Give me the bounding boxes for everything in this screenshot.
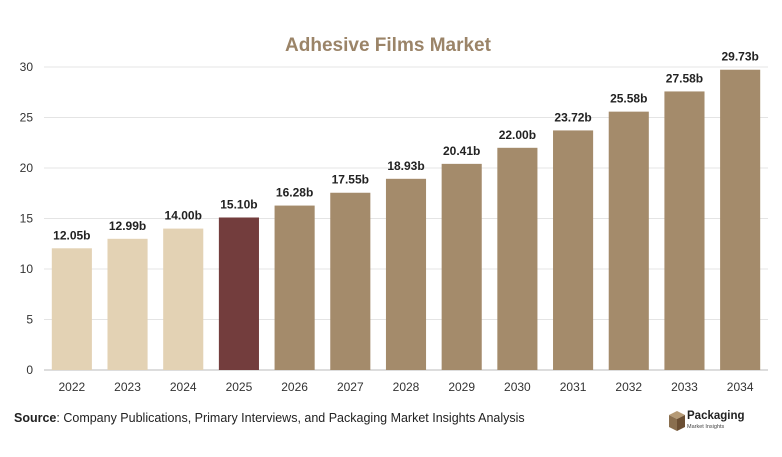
- x-tick-label: 2023: [114, 380, 141, 394]
- y-tick-label: 0: [26, 363, 33, 377]
- y-tick-label: 15: [20, 212, 34, 226]
- data-label: 18.93b: [387, 159, 424, 173]
- x-tick-label: 2028: [393, 380, 420, 394]
- chart-title: Adhesive Films Market: [285, 35, 492, 56]
- data-label: 12.05b: [53, 228, 90, 242]
- x-tick-label: 2026: [281, 380, 308, 394]
- bar-2028: [385, 178, 427, 370]
- x-tick-label: 2032: [615, 380, 642, 394]
- bar-2034: [720, 69, 761, 371]
- bar-2032: [608, 111, 649, 370]
- data-label: 17.55b: [332, 173, 369, 187]
- data-labels: 12.05b 12.99b 14.00b 15.10b 16.28b 17.55b 18.9…: [53, 50, 759, 243]
- y-tick-label: 25: [20, 111, 34, 125]
- data-label: 29.73b: [721, 50, 758, 64]
- data-label: 23.72b: [554, 110, 591, 124]
- logo-name: Packaging: [687, 410, 745, 422]
- y-tick-label: 20: [20, 161, 34, 175]
- y-tick-label: 10: [20, 262, 34, 276]
- box-icon: [669, 411, 685, 431]
- x-tick-label: 2025: [226, 380, 253, 394]
- bar-2023: [107, 238, 148, 370]
- bar-2022: [51, 248, 92, 370]
- data-label: 16.28b: [276, 186, 313, 200]
- bar-2026: [274, 205, 315, 370]
- y-tick-label: 30: [20, 60, 34, 74]
- x-tick-label: 2024: [170, 380, 197, 394]
- data-label: 20.41b: [443, 144, 480, 158]
- y-tick-label: 5: [26, 313, 33, 327]
- source-text: : Company Publications, Primary Intervie…: [56, 411, 525, 425]
- y-axis: 0 5 10 15 20 25 30: [20, 60, 34, 377]
- x-tick-label: 2033: [671, 380, 698, 394]
- bar-2029: [441, 163, 482, 370]
- data-label: 14.00b: [165, 209, 202, 223]
- x-tick-label: 2027: [337, 380, 364, 394]
- source-note: Source: Company Publications, Primary In…: [14, 411, 525, 425]
- x-tick-label: 2029: [448, 380, 475, 394]
- source-label: Source: [14, 411, 57, 425]
- logo: Packaging Market Insights: [668, 408, 772, 438]
- bars: [51, 69, 761, 371]
- x-tick-label: 2031: [560, 380, 587, 394]
- x-axis: 2022 2023 2024 2025 2026 2027 2028 2029 2030 2031…: [58, 380, 753, 394]
- bar-2024: [163, 228, 204, 370]
- logo-subtitle: Market Insights: [687, 424, 725, 430]
- bar-2033: [664, 91, 705, 370]
- bar-2031: [553, 130, 594, 370]
- bar-2030: [497, 147, 538, 370]
- data-label: 22.00b: [499, 128, 536, 142]
- data-label: 25.58b: [610, 92, 647, 106]
- x-tick-label: 2022: [58, 380, 85, 394]
- data-label: 15.10b: [220, 197, 257, 211]
- data-label: 12.99b: [109, 219, 146, 233]
- x-tick-label: 2030: [504, 380, 531, 394]
- x-tick-label: 2034: [727, 380, 754, 394]
- bar-2027: [330, 192, 371, 370]
- data-label: 27.58b: [666, 71, 703, 85]
- bar-2025: [218, 217, 259, 370]
